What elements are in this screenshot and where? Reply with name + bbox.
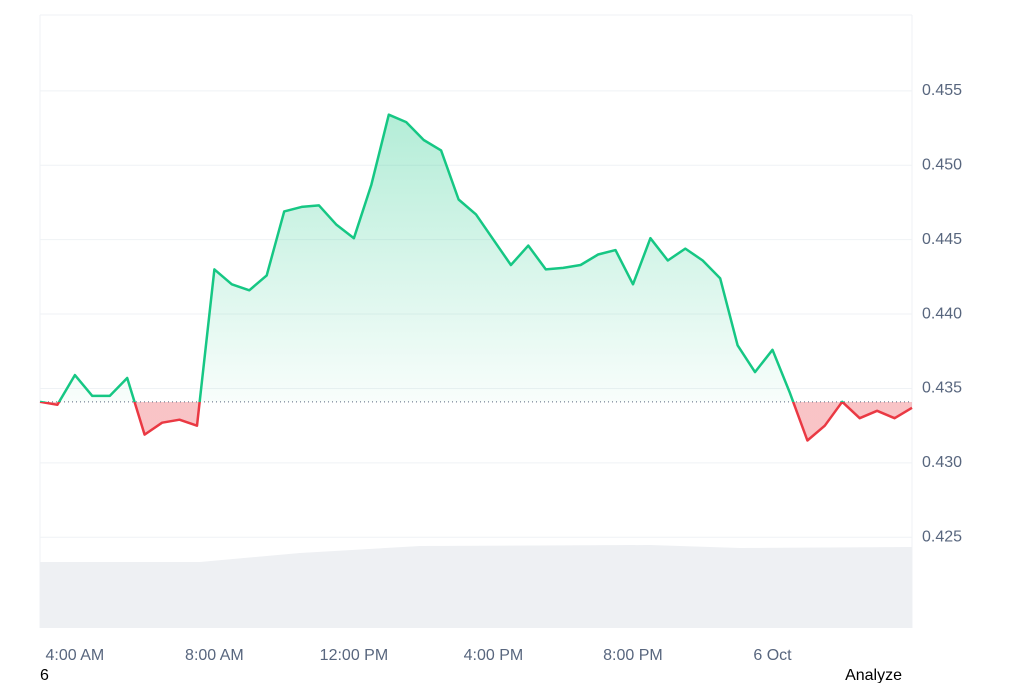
x-tick-label: 6 Oct bbox=[753, 647, 792, 664]
y-tick-label: 0.435 bbox=[922, 380, 962, 397]
price-line bbox=[39, 113, 913, 442]
x-tick-label: 4:00 AM bbox=[46, 647, 105, 664]
y-tick-label: 0.455 bbox=[922, 82, 962, 99]
area bbox=[40, 114, 912, 441]
y-tick-label: 0.430 bbox=[922, 454, 962, 471]
y-tick-label: 0.450 bbox=[922, 156, 962, 173]
footer-left: 6 bbox=[40, 667, 49, 683]
y-tick-label: 0.425 bbox=[922, 528, 962, 545]
footer-right[interactable]: Analyze bbox=[845, 667, 902, 684]
x-tick-label: 8:00 AM bbox=[185, 647, 244, 664]
y-tick-label: 0.440 bbox=[922, 305, 962, 322]
x-tick-label: 4:00 PM bbox=[464, 647, 524, 664]
x-tick-label: 12:00 PM bbox=[320, 647, 388, 664]
y-tick-label: 0.445 bbox=[922, 231, 962, 248]
x-tick-label: 8:00 PM bbox=[603, 647, 663, 664]
volume-band bbox=[40, 545, 912, 628]
